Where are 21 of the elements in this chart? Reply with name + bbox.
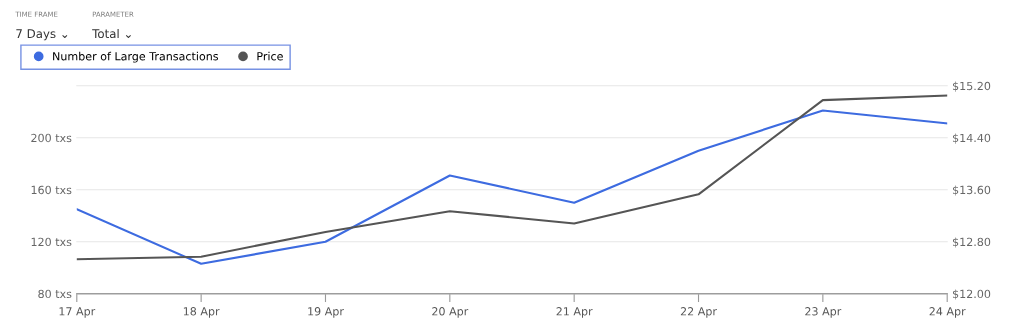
y2-tick-label: $13.60 [952, 185, 991, 196]
x-tick-label: 17 Apr [59, 307, 96, 318]
y-tick-label: 120 txs [31, 237, 72, 247]
legend-label: Number of Large Transactions [53, 51, 219, 63]
y2-tick-label: $12.00 [952, 289, 991, 300]
y-tick-label: 200 txs [31, 133, 72, 143]
y2-tick-label: $15.20 [952, 81, 991, 92]
x-tick-label: 22 Apr [680, 307, 717, 318]
x-tick-label: 18 Apr [183, 307, 220, 318]
y2-tick-label: $12.80 [952, 237, 991, 248]
y-tick-label: 80 txs [38, 289, 72, 299]
x-tick-label: 21 Apr [556, 307, 593, 318]
x-tick-label: 19 Apr [308, 307, 344, 318]
text: Total ⌄ [92, 28, 131, 39]
x-tick-label: 24 Apr [929, 307, 966, 318]
y2-tick-label: $14.40 [952, 133, 991, 144]
legend-label: Price [257, 51, 283, 61]
x-tick-label: 23 Apr [805, 307, 842, 318]
x-tick-label: 20 Apr [432, 307, 469, 318]
text: 7 Days ⌄ [16, 29, 68, 41]
y-tick-label: 160 txs [31, 185, 72, 195]
